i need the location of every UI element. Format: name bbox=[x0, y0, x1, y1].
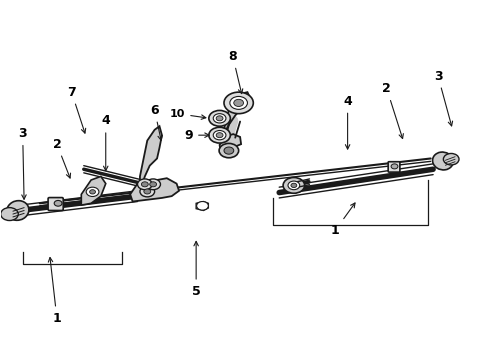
FancyBboxPatch shape bbox=[48, 198, 63, 211]
Circle shape bbox=[144, 189, 151, 194]
Text: 8: 8 bbox=[228, 50, 243, 94]
Circle shape bbox=[196, 202, 208, 210]
Text: 10: 10 bbox=[170, 109, 206, 119]
Circle shape bbox=[0, 208, 18, 221]
Circle shape bbox=[86, 187, 99, 197]
Circle shape bbox=[138, 179, 152, 190]
Circle shape bbox=[219, 143, 239, 158]
Polygon shape bbox=[140, 126, 162, 191]
Ellipse shape bbox=[7, 201, 29, 220]
Text: 3: 3 bbox=[434, 69, 453, 126]
FancyBboxPatch shape bbox=[388, 162, 400, 172]
Circle shape bbox=[90, 190, 96, 194]
Circle shape bbox=[54, 201, 62, 206]
Circle shape bbox=[209, 127, 230, 143]
Polygon shape bbox=[223, 92, 250, 137]
Polygon shape bbox=[196, 202, 208, 211]
Polygon shape bbox=[130, 178, 179, 202]
Circle shape bbox=[391, 164, 398, 169]
Text: 4: 4 bbox=[101, 114, 110, 171]
Text: 5: 5 bbox=[192, 242, 200, 298]
Ellipse shape bbox=[433, 152, 453, 170]
Circle shape bbox=[230, 96, 247, 109]
Circle shape bbox=[213, 131, 226, 140]
Text: 1: 1 bbox=[49, 257, 61, 325]
Text: 9: 9 bbox=[185, 129, 209, 142]
Circle shape bbox=[216, 116, 223, 121]
Circle shape bbox=[291, 183, 297, 188]
Circle shape bbox=[140, 186, 155, 197]
Circle shape bbox=[234, 99, 244, 107]
Text: 4: 4 bbox=[343, 95, 352, 149]
Circle shape bbox=[443, 153, 459, 165]
Text: 3: 3 bbox=[18, 127, 27, 199]
Text: 2: 2 bbox=[52, 138, 71, 178]
Circle shape bbox=[209, 111, 230, 126]
Circle shape bbox=[150, 182, 157, 187]
Text: 7: 7 bbox=[67, 86, 86, 133]
Polygon shape bbox=[81, 176, 106, 205]
Text: 1: 1 bbox=[331, 203, 355, 237]
Circle shape bbox=[142, 182, 148, 187]
Text: 2: 2 bbox=[382, 82, 403, 139]
Polygon shape bbox=[220, 134, 241, 151]
Circle shape bbox=[224, 92, 253, 114]
Circle shape bbox=[216, 133, 223, 138]
Circle shape bbox=[283, 177, 305, 193]
Circle shape bbox=[146, 179, 160, 190]
Circle shape bbox=[224, 147, 234, 154]
Circle shape bbox=[213, 114, 226, 123]
Text: 6: 6 bbox=[150, 104, 162, 140]
Circle shape bbox=[288, 181, 300, 190]
